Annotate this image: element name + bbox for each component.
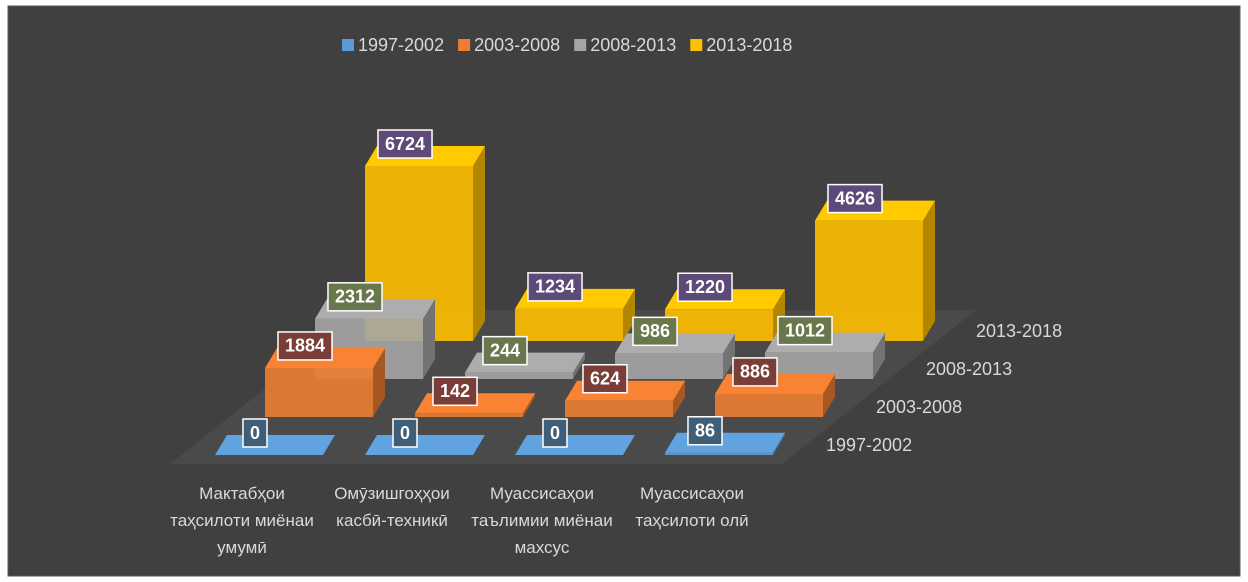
data-label: 1234 xyxy=(535,277,575,297)
data-label: 1220 xyxy=(685,277,725,297)
x-tick-label: Омӯзишгоҳҳои касбӣ-техникӣ xyxy=(334,484,450,530)
data-label: 1012 xyxy=(785,320,825,340)
bar-side xyxy=(723,333,735,379)
bar-side xyxy=(673,380,685,417)
bar xyxy=(815,200,935,341)
bar-side xyxy=(523,393,535,417)
data-label-box xyxy=(582,364,628,394)
data-label-box xyxy=(677,272,733,302)
data-label-box xyxy=(377,129,433,159)
bar-top xyxy=(365,435,485,455)
bar-side xyxy=(623,288,635,341)
x-tick-label: Муассисаҳои таҳсилоти олӣ xyxy=(635,484,749,530)
data-label: 0 xyxy=(250,423,260,443)
depth-axis-label: 2003-2008 xyxy=(876,397,962,417)
x-tick-label: Муассисаҳои таълимии миёнаи махсус xyxy=(471,484,613,557)
data-label-box xyxy=(482,335,528,366)
bar xyxy=(365,435,485,455)
data-label-box xyxy=(687,416,723,446)
bar xyxy=(515,288,635,341)
data-label: 142 xyxy=(440,381,470,401)
depth-axis-label: 1997-2002 xyxy=(826,435,912,455)
data-label: 624 xyxy=(590,369,620,389)
data-label-box xyxy=(827,183,883,214)
data-label-box xyxy=(542,418,568,448)
legend-label: 2003-2008 xyxy=(474,35,560,55)
data-label: 6724 xyxy=(385,134,425,154)
bar-side xyxy=(873,332,885,379)
bar xyxy=(215,435,335,455)
legend-swatch xyxy=(458,39,471,51)
legend-label: 2013-2018 xyxy=(706,35,792,55)
bar-top xyxy=(215,435,335,455)
data-label-box xyxy=(327,282,383,312)
data-label: 0 xyxy=(550,423,560,443)
bar-front xyxy=(465,372,573,379)
data-label-box xyxy=(632,316,678,347)
data-label-box xyxy=(242,418,268,448)
data-label-box xyxy=(527,272,583,302)
data-label-box xyxy=(777,315,833,346)
legend-swatch xyxy=(690,39,703,51)
bar-top xyxy=(665,432,785,453)
data-label: 886 xyxy=(740,362,770,382)
bar-front xyxy=(565,400,673,417)
data-label: 0 xyxy=(400,423,410,443)
legend-swatch xyxy=(574,39,587,51)
bar-front xyxy=(815,220,923,341)
bar-side xyxy=(773,289,785,341)
bar-front xyxy=(515,308,623,341)
bar-side xyxy=(923,200,935,341)
data-label: 2312 xyxy=(335,287,375,307)
bar-side xyxy=(373,347,385,417)
bar-side xyxy=(823,373,835,417)
legend-label: 1997-2002 xyxy=(358,35,444,55)
data-label-box xyxy=(432,376,478,407)
data-label: 1884 xyxy=(285,336,325,356)
bar-side xyxy=(773,432,785,455)
bar-front xyxy=(415,413,523,417)
data-label: 4626 xyxy=(835,188,875,208)
x-tick-label: Мактабҳои таҳсилоти миёнаи умумӣ xyxy=(170,484,314,557)
bar-front xyxy=(715,393,823,417)
depth-axis-label: 2013-2018 xyxy=(976,321,1062,341)
bar-front xyxy=(665,452,773,455)
bar-side xyxy=(423,298,435,379)
bar-front xyxy=(615,353,723,379)
bar-top xyxy=(515,435,635,455)
bar-front xyxy=(265,367,373,417)
bar-side xyxy=(473,146,485,341)
data-label-box xyxy=(732,357,778,387)
bar-side xyxy=(573,352,585,379)
data-label: 244 xyxy=(490,340,520,360)
depth-axis-label: 2008-2013 xyxy=(926,359,1012,379)
bar xyxy=(515,435,635,455)
data-label-box xyxy=(277,331,333,361)
bar xyxy=(665,432,785,455)
data-label: 86 xyxy=(695,421,715,441)
data-label: 986 xyxy=(640,321,670,341)
legend-swatch xyxy=(342,39,354,51)
legend-label: 2008-2013 xyxy=(590,35,676,55)
data-label-box xyxy=(392,418,418,448)
